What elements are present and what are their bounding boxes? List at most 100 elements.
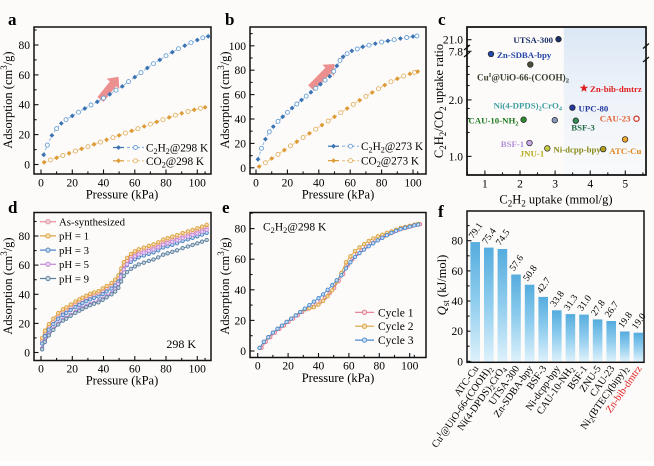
svg-text:60: 60: [235, 90, 247, 102]
svg-text:Pressure (kPa): Pressure (kPa): [302, 188, 375, 202]
svg-text:60: 60: [129, 364, 141, 376]
svg-text:5: 5: [622, 179, 628, 191]
svg-text:80: 80: [452, 236, 464, 248]
svg-text:Qst (kJ/mol): Qst (kJ/mol): [435, 255, 451, 316]
svg-text:60: 60: [343, 361, 355, 373]
svg-text:Pressure (kPa): Pressure (kPa): [86, 188, 159, 202]
svg-text:0: 0: [240, 163, 246, 175]
svg-text:20: 20: [282, 178, 294, 190]
svg-text:C2H2/CO2 uptake ratio: C2H2/CO2 uptake ratio: [432, 44, 448, 158]
svg-text:0: 0: [457, 356, 463, 368]
svg-text:f: f: [438, 202, 444, 221]
svg-text:80: 80: [19, 231, 31, 243]
svg-text:0: 0: [24, 160, 30, 172]
svg-text:Pressure (kPa): Pressure (kPa): [86, 374, 159, 388]
svg-text:40: 40: [313, 361, 325, 373]
svg-text:80: 80: [376, 178, 388, 190]
svg-text:Cycle 2: Cycle 2: [378, 321, 414, 333]
svg-text:80: 80: [160, 364, 172, 376]
svg-text:40: 40: [235, 285, 247, 297]
svg-text:20: 20: [282, 361, 294, 373]
svg-text:80: 80: [19, 40, 31, 52]
svg-text:CO2@273 K: CO2@273 K: [361, 156, 420, 170]
svg-text:21.0: 21.0: [443, 35, 463, 47]
svg-text:40: 40: [313, 178, 325, 190]
svg-text:100: 100: [229, 41, 247, 53]
svg-text:pH = 5: pH = 5: [59, 259, 89, 271]
svg-text:80: 80: [235, 224, 247, 236]
svg-text:CuI@UiO-66-(COOH)2: CuI@UiO-66-(COOH)2: [477, 72, 570, 85]
svg-text:80: 80: [374, 361, 386, 373]
svg-text:Zn-bib-dmtrz: Zn-bib-dmtrz: [590, 84, 642, 94]
svg-text:1.0: 1.0: [449, 151, 464, 163]
svg-text:0: 0: [255, 361, 261, 373]
svg-text:ATC-Cu: ATC-Cu: [609, 146, 641, 156]
svg-text:60: 60: [19, 260, 31, 272]
svg-text:a: a: [8, 10, 17, 29]
svg-text:40: 40: [98, 178, 110, 190]
svg-text:Zn-SDBA-bpy: Zn-SDBA-bpy: [497, 50, 552, 60]
svg-text:Ni-dcpp-bpy: Ni-dcpp-bpy: [553, 144, 601, 154]
svg-text:CO2@298 K: CO2@298 K: [146, 156, 205, 170]
svg-text:40: 40: [19, 289, 31, 301]
svg-text:C2H2 uptake (mmol/g): C2H2 uptake (mmol/g): [499, 193, 612, 209]
svg-text:Ni(4-DPDS)2CrO4: Ni(4-DPDS)2CrO4: [494, 101, 563, 113]
svg-text:2: 2: [517, 179, 523, 191]
svg-text:0: 0: [24, 348, 30, 360]
svg-text:pH = 9: pH = 9: [59, 273, 89, 285]
svg-text:80: 80: [160, 178, 172, 190]
svg-text:CAU-23: CAU-23: [600, 114, 631, 124]
svg-text:80: 80: [235, 65, 247, 77]
svg-text:40: 40: [98, 364, 110, 376]
svg-text:C2H2@273 K: C2H2@273 K: [361, 141, 424, 155]
svg-text:0: 0: [253, 178, 259, 190]
svg-text:0: 0: [38, 364, 44, 376]
svg-text:pH = 1: pH = 1: [59, 231, 89, 243]
svg-text:3: 3: [552, 179, 558, 191]
svg-text:c: c: [438, 10, 446, 29]
svg-text:Cycle 1: Cycle 1: [378, 307, 414, 319]
svg-text:20: 20: [235, 138, 247, 150]
svg-text:20: 20: [19, 130, 31, 142]
svg-text:BSF-3: BSF-3: [571, 123, 595, 133]
svg-text:b: b: [225, 10, 234, 29]
svg-text:60: 60: [235, 254, 247, 266]
svg-text:20: 20: [67, 178, 79, 190]
svg-text:Cycle 3: Cycle 3: [378, 335, 414, 347]
svg-text:Adsorption (cm3/g): Adsorption (cm3/g): [0, 237, 15, 334]
svg-text:CAU-10-NH2: CAU-10-NH2: [468, 116, 518, 128]
svg-text:pH = 3: pH = 3: [59, 245, 89, 257]
svg-text:1: 1: [482, 179, 488, 191]
svg-text:4: 4: [587, 179, 593, 191]
svg-text:UPC-80: UPC-80: [579, 104, 609, 114]
svg-text:60: 60: [19, 70, 31, 82]
svg-text:40: 40: [235, 114, 247, 126]
svg-text:20: 20: [19, 318, 31, 330]
svg-text:0: 0: [38, 178, 44, 190]
svg-text:Adsorption (cm3/g): Adsorption (cm3/g): [0, 51, 15, 148]
svg-text:60: 60: [129, 178, 141, 190]
svg-text:d: d: [8, 198, 18, 217]
svg-text:100: 100: [189, 178, 207, 190]
svg-text:e: e: [222, 198, 230, 217]
svg-text:Adsorption (cm3/g): Adsorption (cm3/g): [216, 237, 232, 334]
svg-text:C2H2@298 K: C2H2@298 K: [263, 222, 327, 236]
svg-text:100: 100: [401, 361, 419, 373]
svg-text:As-synthesized: As-synthesized: [59, 217, 126, 229]
svg-text:Pressure (kPa): Pressure (kPa): [302, 371, 375, 385]
svg-text:JNU-1: JNU-1: [520, 149, 544, 159]
svg-text:100: 100: [404, 178, 422, 190]
svg-text:60: 60: [452, 266, 464, 278]
svg-text:20: 20: [67, 364, 79, 376]
svg-text:298 K: 298 K: [166, 337, 196, 351]
svg-text:60: 60: [344, 178, 356, 190]
svg-text:0: 0: [240, 346, 246, 358]
svg-text:BSF-1: BSF-1: [501, 139, 524, 149]
svg-text:2.0: 2.0: [449, 95, 464, 107]
svg-text:100: 100: [189, 364, 207, 376]
svg-text:40: 40: [452, 296, 464, 308]
svg-text:20: 20: [235, 315, 247, 327]
svg-text:20: 20: [452, 326, 464, 338]
svg-text:Adsorption (cm3/g): Adsorption (cm3/g): [216, 51, 232, 148]
svg-text:40: 40: [19, 100, 31, 112]
